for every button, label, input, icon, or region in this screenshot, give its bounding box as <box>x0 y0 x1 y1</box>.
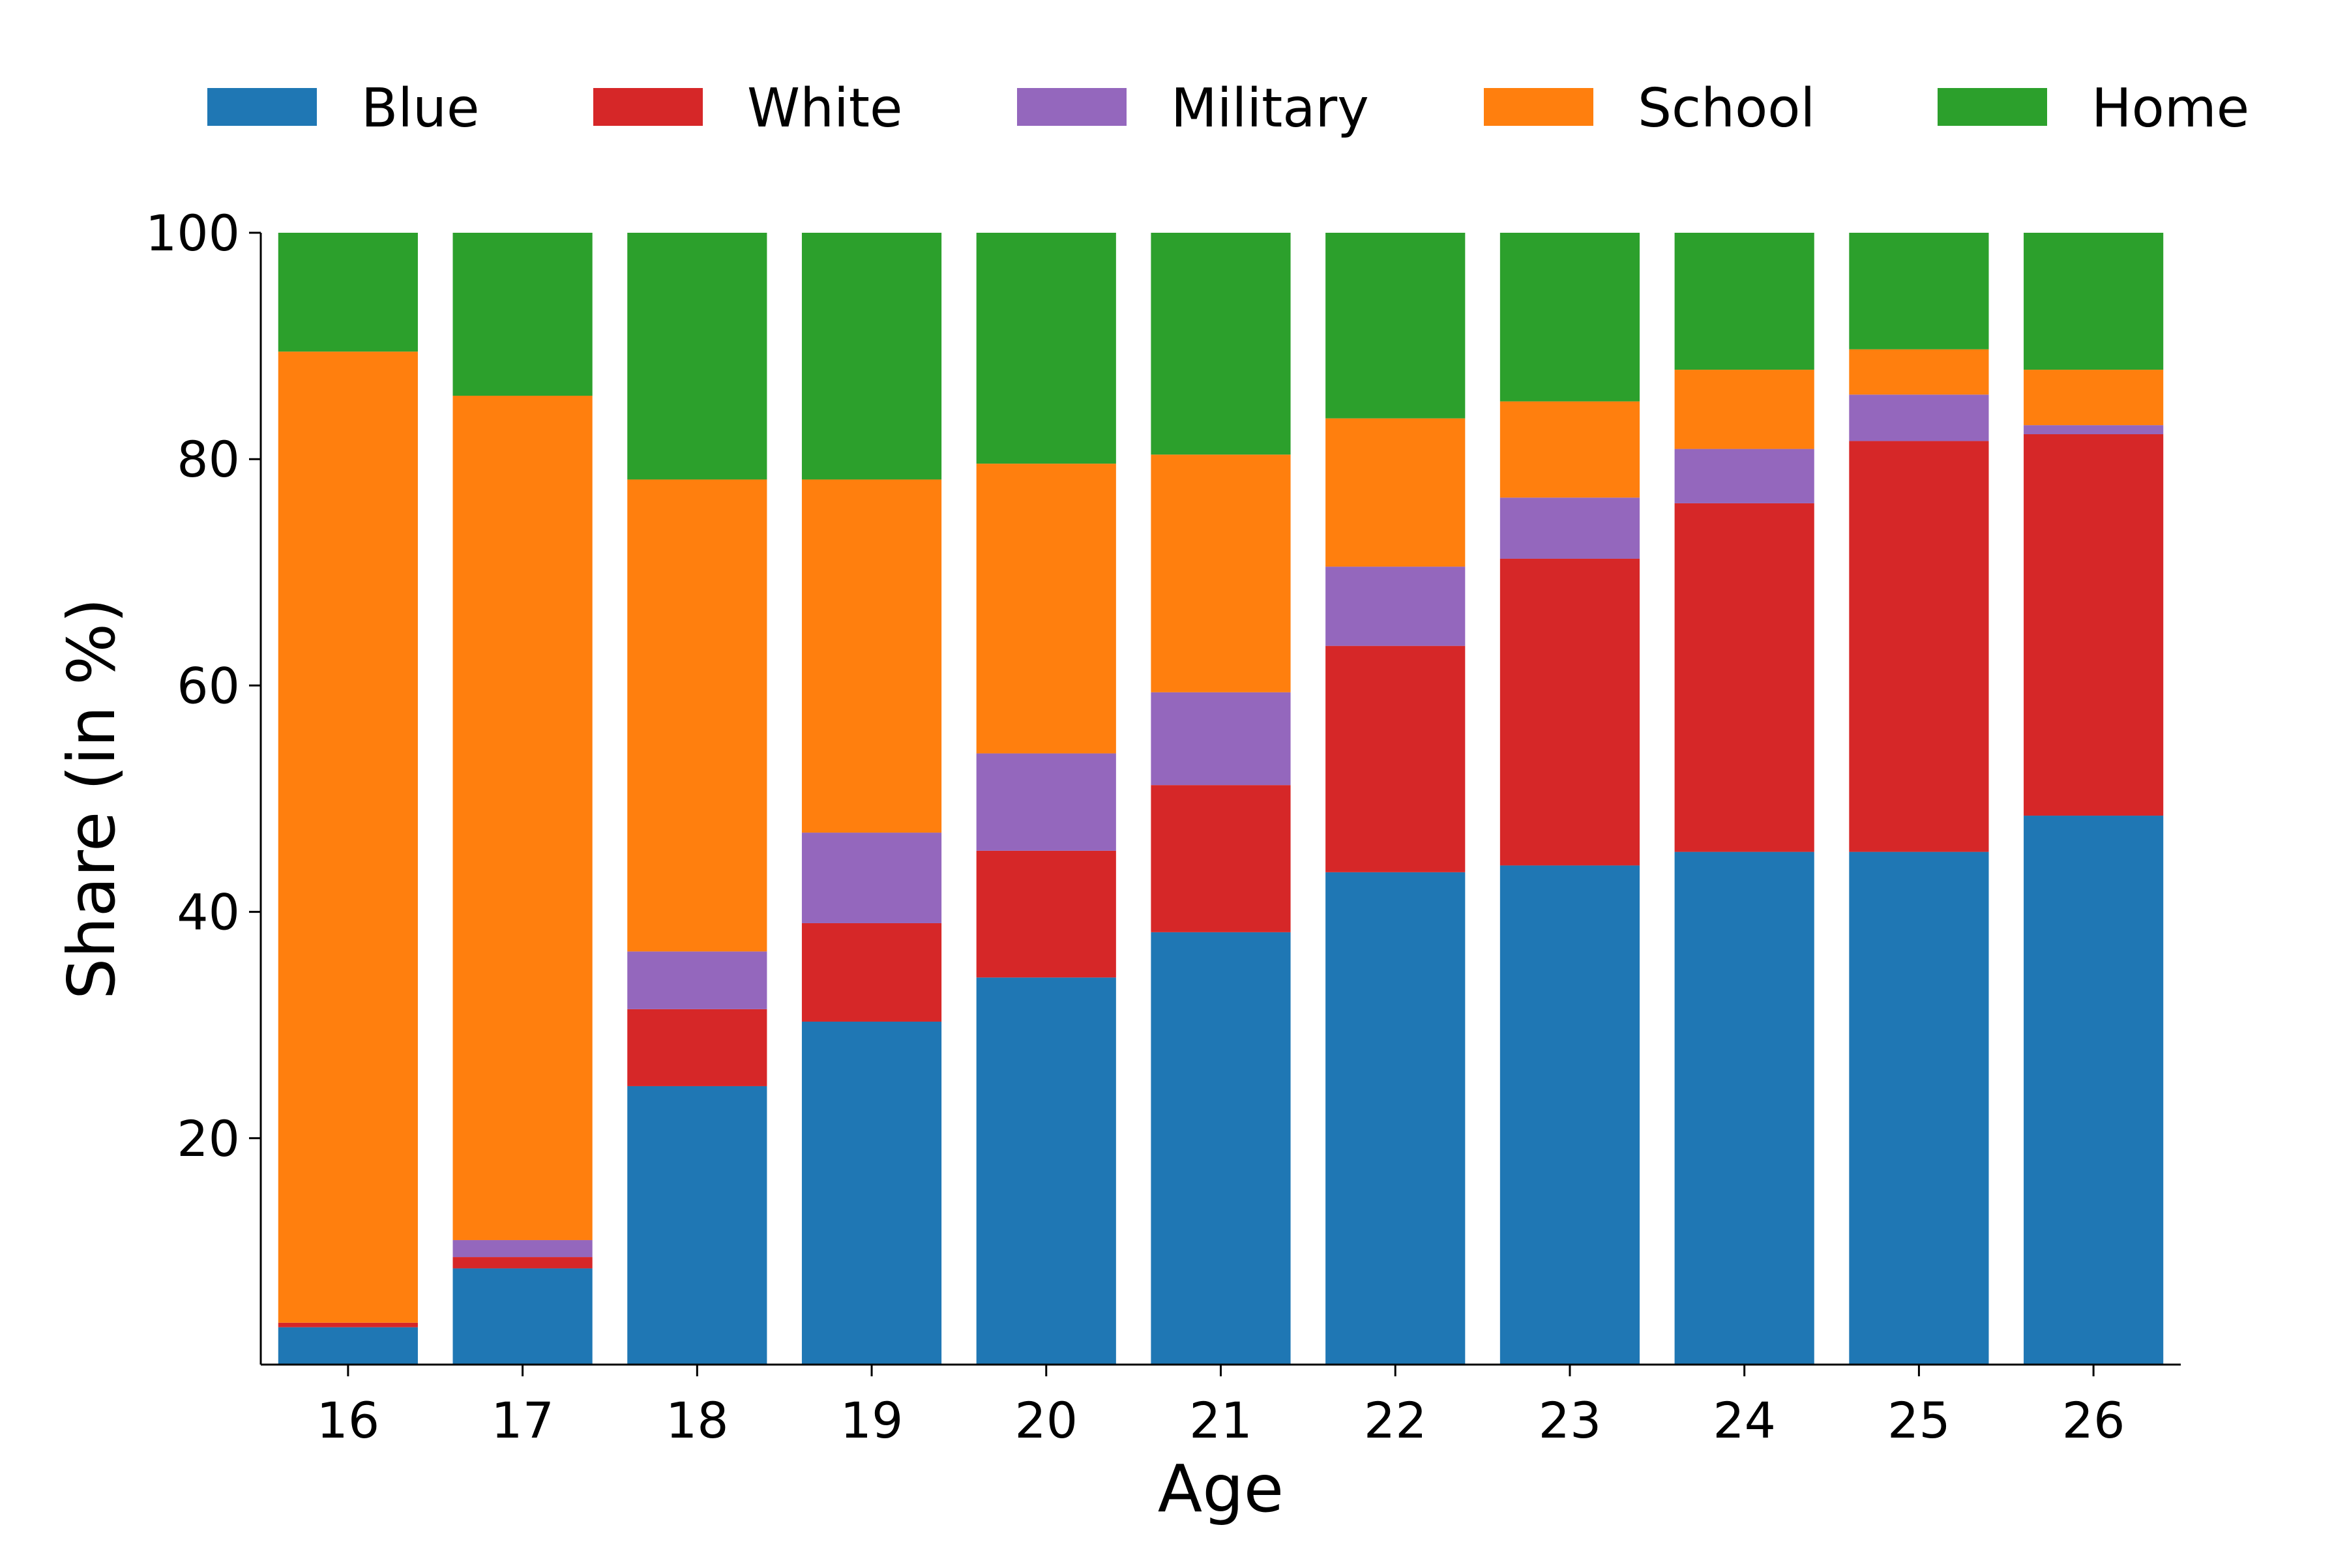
bar-military-22 <box>1325 567 1466 646</box>
bar-white-17 <box>452 1257 593 1269</box>
bar-blue-18 <box>627 1086 767 1365</box>
legend-swatch-school <box>1484 88 1593 126</box>
x-tick-label: 17 <box>491 1391 554 1449</box>
bar-school-26 <box>2024 370 2164 426</box>
x-tick-label: 25 <box>1887 1391 1951 1449</box>
bar-white-23 <box>1499 558 1640 866</box>
legend-swatch-military <box>1017 88 1127 126</box>
bar-military-23 <box>1499 497 1640 559</box>
bar-home-21 <box>1151 233 1291 455</box>
bar-white-20 <box>976 850 1116 978</box>
bar-military-20 <box>976 753 1116 851</box>
bar-white-19 <box>801 923 942 1022</box>
x-tick-label: 24 <box>1713 1391 1776 1449</box>
bar-military-17 <box>452 1240 593 1258</box>
bar-blue-21 <box>1151 932 1291 1365</box>
bar-home-23 <box>1499 233 1640 402</box>
x-tick-label: 23 <box>1539 1391 1602 1449</box>
x-tick-label: 21 <box>1189 1391 1252 1449</box>
bar-white-18 <box>627 1009 767 1086</box>
bar-home-19 <box>801 233 942 480</box>
legend-label-blue: Blue <box>361 78 479 140</box>
legend-label-school: School <box>1638 78 1815 140</box>
bar-school-18 <box>627 479 767 952</box>
x-tick-label: 16 <box>317 1391 380 1449</box>
bars <box>278 233 2164 1365</box>
legend-swatch-blue <box>207 88 317 126</box>
bar-school-19 <box>801 479 942 833</box>
bar-white-16 <box>278 1322 418 1327</box>
bar-blue-25 <box>1849 851 1989 1365</box>
bar-military-25 <box>1849 394 1989 441</box>
bar-home-24 <box>1674 233 1814 370</box>
x-tick-label: 18 <box>666 1391 729 1449</box>
y-tick-label: 60 <box>177 657 240 715</box>
bar-military-26 <box>2024 425 2164 435</box>
bar-home-26 <box>2024 233 2164 370</box>
x-axis-title: Age <box>1158 1451 1284 1527</box>
bar-school-16 <box>278 351 418 1323</box>
bar-blue-19 <box>801 1021 942 1365</box>
bar-blue-23 <box>1499 865 1640 1365</box>
axes: 20 40 60 80 100 16 17 18 19 20 21 22 23 24 25 26 <box>145 204 2181 1449</box>
bar-school-21 <box>1151 454 1291 692</box>
legend: Blue White Military School Home <box>207 78 2249 140</box>
legend-swatch-white <box>593 88 703 126</box>
bar-military-21 <box>1151 692 1291 786</box>
y-tick-label: 100 <box>145 204 240 262</box>
bar-school-24 <box>1674 370 1814 449</box>
bar-home-17 <box>452 233 593 396</box>
bar-military-24 <box>1674 449 1814 503</box>
bar-blue-22 <box>1325 872 1466 1365</box>
bar-school-23 <box>1499 401 1640 498</box>
bar-blue-16 <box>278 1327 418 1365</box>
bar-home-22 <box>1325 233 1466 419</box>
x-tick-label: 26 <box>2062 1391 2125 1449</box>
bar-white-24 <box>1674 503 1814 852</box>
bar-school-22 <box>1325 418 1466 567</box>
legend-swatch-home <box>1938 88 2047 126</box>
bar-white-22 <box>1325 645 1466 872</box>
bar-school-20 <box>976 464 1116 754</box>
bar-military-19 <box>801 833 942 923</box>
x-tick-label: 20 <box>1014 1391 1078 1449</box>
bar-military-18 <box>627 951 767 1009</box>
legend-label-military: Military <box>1171 78 1369 140</box>
bar-blue-26 <box>2024 816 2164 1365</box>
legend-label-home: Home <box>2091 78 2249 140</box>
bar-blue-24 <box>1674 851 1814 1365</box>
legend-label-white: White <box>747 78 902 140</box>
bar-home-16 <box>278 233 418 352</box>
bar-home-18 <box>627 233 767 480</box>
bar-home-25 <box>1849 233 1989 349</box>
bar-school-17 <box>452 395 593 1241</box>
y-axis-title: Share (in %) <box>53 598 130 999</box>
bar-white-25 <box>1849 441 1989 852</box>
bar-white-21 <box>1151 785 1291 932</box>
y-tick-label: 40 <box>177 883 240 941</box>
y-tick-label: 80 <box>177 430 240 488</box>
x-tick-label: 22 <box>1364 1391 1427 1449</box>
bar-white-26 <box>2024 434 2164 816</box>
bar-blue-17 <box>452 1268 593 1365</box>
bar-home-20 <box>976 233 1116 464</box>
bar-school-25 <box>1849 349 1989 395</box>
bar-blue-20 <box>976 977 1116 1365</box>
x-tick-label: 19 <box>840 1391 904 1449</box>
y-tick-label: 20 <box>177 1110 240 1168</box>
